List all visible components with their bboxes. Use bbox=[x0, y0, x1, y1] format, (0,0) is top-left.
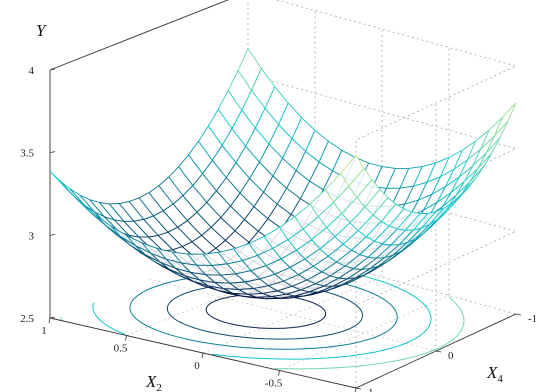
z-tick-label: 4 bbox=[29, 65, 35, 77]
y-tick-mark bbox=[515, 313, 522, 316]
x-tick-label: 1 bbox=[41, 325, 47, 337]
z-gridline bbox=[247, 156, 518, 306]
x-tick-mark bbox=[48, 317, 51, 324]
y-tick-label: -1 bbox=[528, 313, 537, 325]
x-tick-mark bbox=[125, 335, 127, 341]
y-axis-label: X4 bbox=[486, 363, 503, 385]
x-tick-label: 0 bbox=[194, 360, 200, 372]
y-tick-label: 1 bbox=[368, 387, 374, 392]
x-tick-mark bbox=[201, 352, 204, 359]
y-tick-mark bbox=[435, 350, 442, 353]
top-edge bbox=[49, 0, 229, 71]
floor-gridline bbox=[279, 295, 450, 371]
contour-line bbox=[205, 294, 327, 329]
z-tick-label: 3.5 bbox=[20, 148, 34, 160]
y-tick-mark bbox=[355, 387, 362, 390]
y-tick-label: 0 bbox=[448, 350, 454, 362]
z-tick-mark bbox=[49, 68, 56, 71]
z-axis-label: Y bbox=[36, 21, 47, 40]
x-tick-mark bbox=[278, 370, 280, 376]
x-axis-label: X2 bbox=[145, 372, 162, 392]
x-tick-label: 0.5 bbox=[114, 343, 128, 355]
z-tick-label: 3 bbox=[29, 230, 35, 242]
z-tick-label: 2.5 bbox=[20, 313, 34, 325]
mesh-cell bbox=[494, 102, 517, 137]
floor-gridline bbox=[126, 258, 316, 336]
z-tick-mark bbox=[49, 316, 56, 319]
tick-labels: 43.532.510.50-0.5-1-101 bbox=[20, 65, 537, 392]
x-tick-label: -0.5 bbox=[265, 378, 283, 390]
x-tick-mark bbox=[354, 387, 357, 392]
z-gridline bbox=[275, 0, 518, 141]
floor-gridline bbox=[148, 278, 437, 352]
z-tick-mark bbox=[49, 151, 56, 154]
z-tick-mark bbox=[49, 233, 56, 236]
surface-mesh bbox=[49, 47, 517, 300]
